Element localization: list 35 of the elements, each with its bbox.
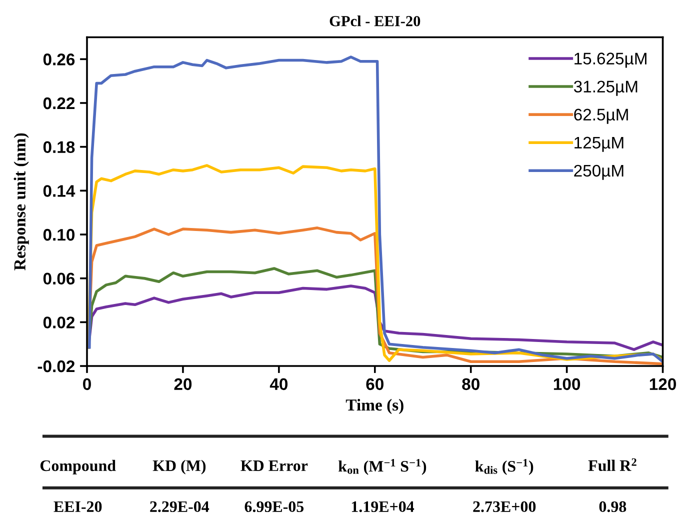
legend-label: 125µM	[574, 136, 624, 152]
text: 6.99E-05	[244, 501, 304, 512]
text: KD Error	[240, 460, 308, 472]
text: k$_{dis}$ (S$^{−1}$)	[475, 459, 534, 475]
legend-label: 62.5µM	[574, 108, 628, 124]
y-tick-label: 0.02	[43, 316, 75, 328]
y-tick-label: 0.10	[43, 228, 75, 241]
legend-label: 15.625µM	[574, 52, 646, 68]
text: Compound	[40, 460, 116, 474]
text: 0.98	[599, 501, 626, 512]
y-tick-label: 0.06	[43, 272, 75, 285]
text: 1.19E+04	[352, 501, 414, 512]
x-tick-label: 20	[174, 378, 192, 390]
x-axis-title: Time (s)	[346, 398, 404, 414]
y-axis-title: Response unit (nm)	[14, 133, 29, 270]
chart-title: GPcl - EEI-20	[330, 16, 420, 26]
x-tick-label: 0	[83, 378, 91, 390]
y-tick-label: 0.22	[43, 97, 75, 110]
legend-label: 250µM	[574, 164, 624, 180]
text: EEI-20	[54, 501, 102, 512]
y-tick-label: -0.02	[38, 360, 75, 372]
x-tick-label: 80	[462, 378, 480, 390]
y-tick-label: 0.18	[43, 141, 75, 154]
legend-label: 31.25µM	[574, 80, 638, 96]
text: k$_{on}$ (M$^{−1}$ S$^{−1}$)	[338, 459, 426, 475]
x-tick-label: 60	[366, 378, 384, 390]
text: 2.73E+00	[473, 501, 536, 512]
x-tick-label: 100	[554, 378, 580, 390]
y-tick-label: 0.14	[43, 185, 76, 197]
text: KD (M)	[152, 460, 206, 474]
y-tick-label: 0.26	[43, 54, 75, 66]
x-tick-label: 40	[270, 378, 288, 390]
x-tick-label: 120	[650, 378, 676, 390]
text: 2.29E-04	[150, 501, 210, 512]
text: Full R$^{2}$	[588, 458, 636, 472]
